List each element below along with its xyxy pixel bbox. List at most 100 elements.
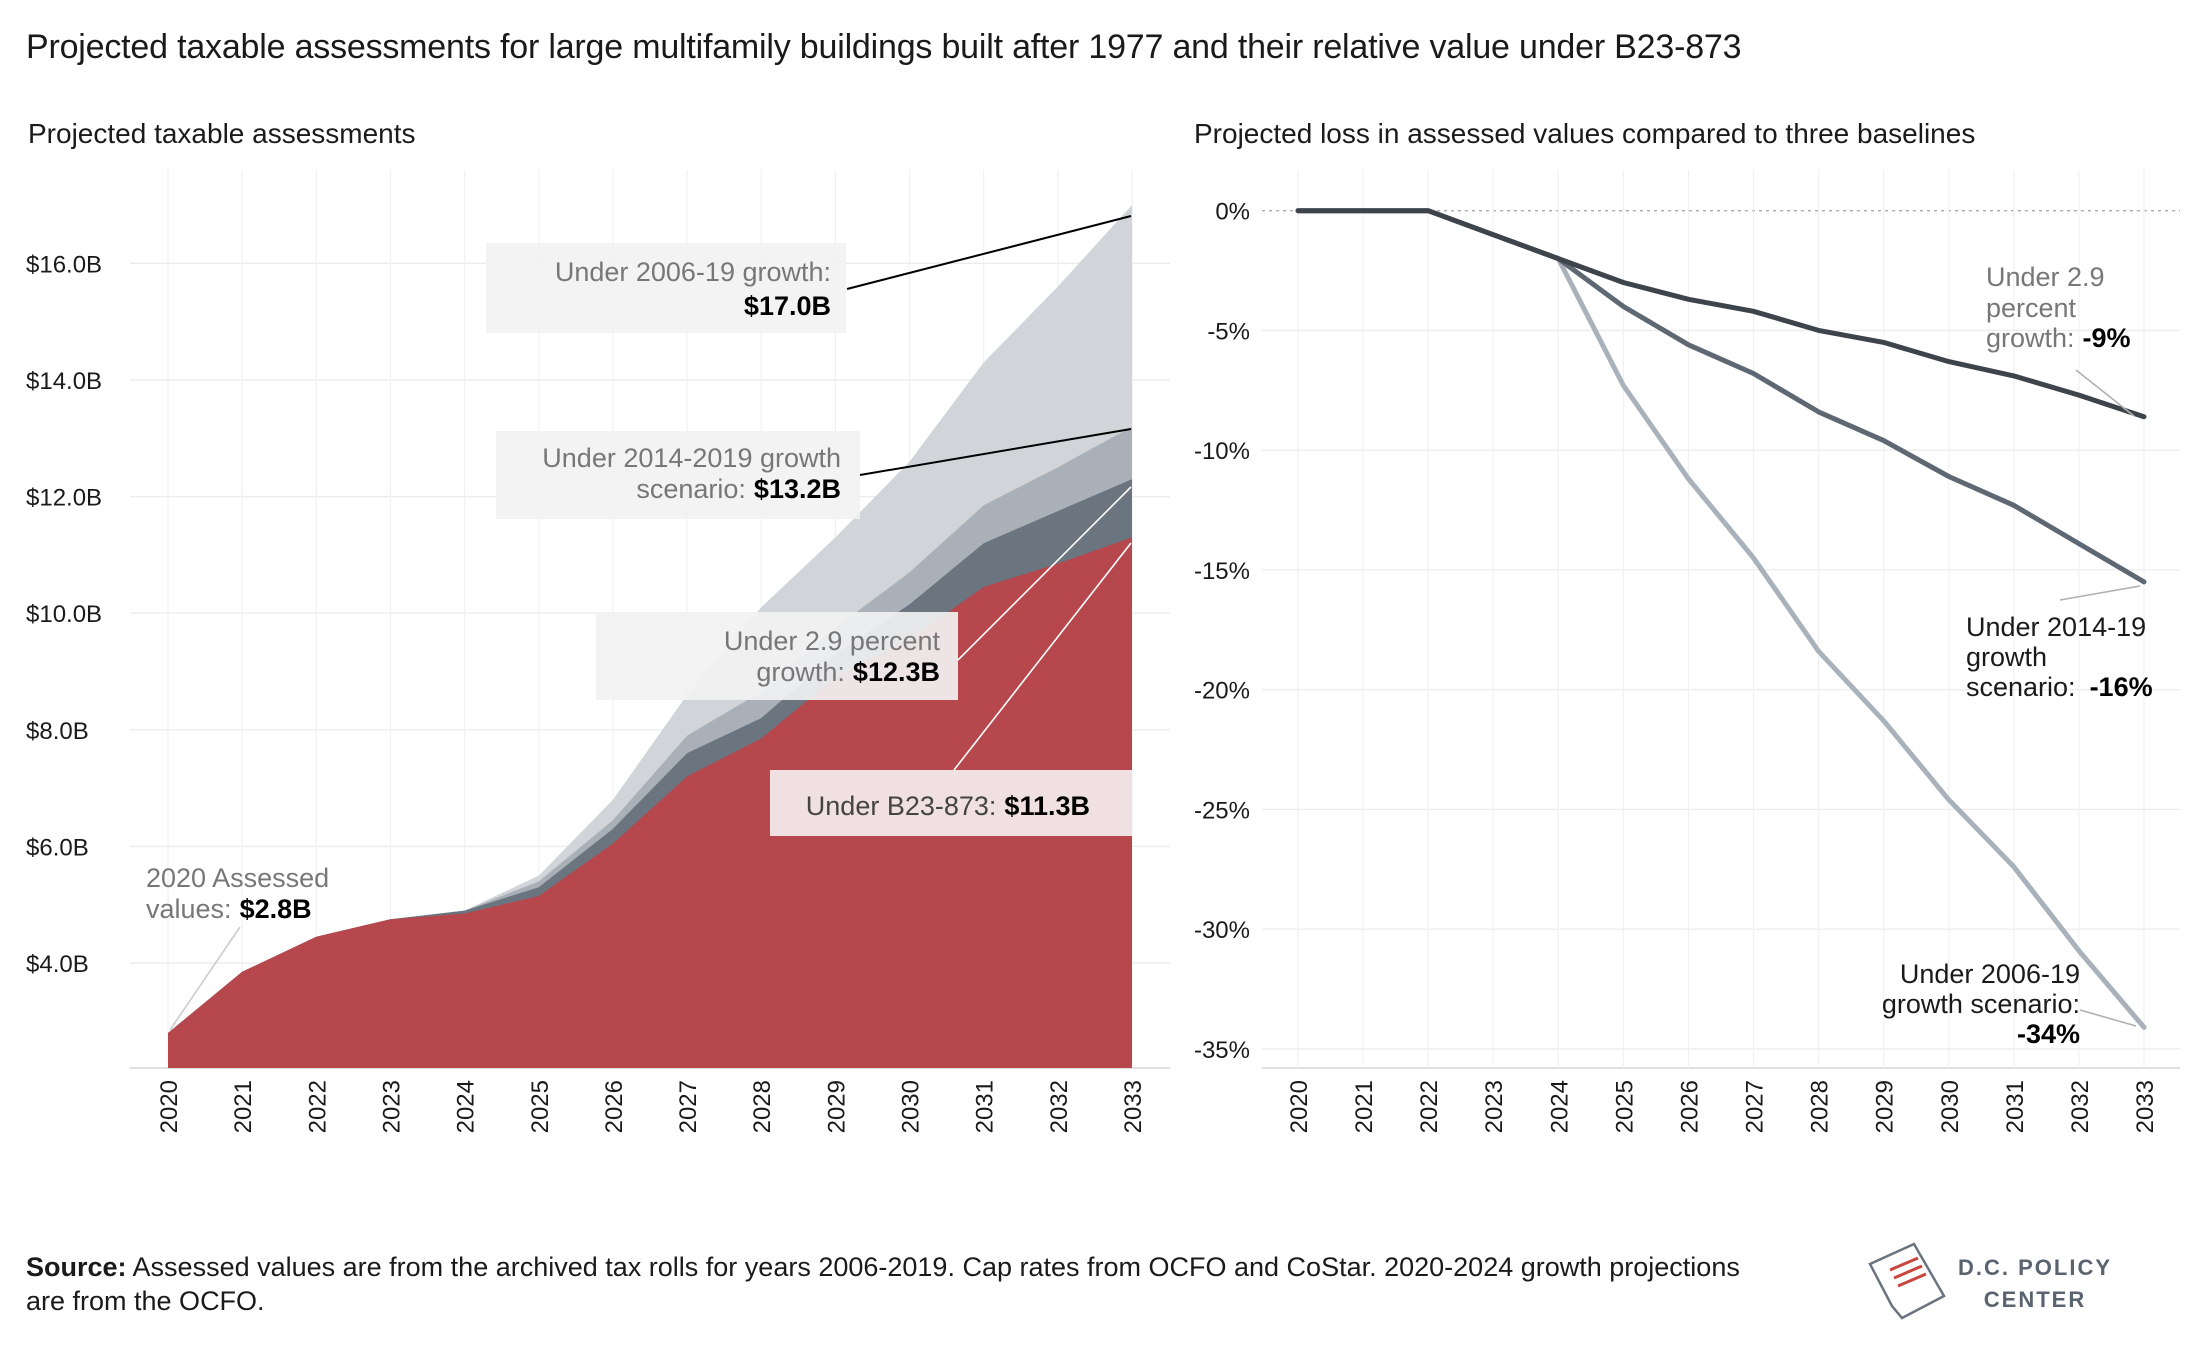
annotation-leader <box>169 926 241 1031</box>
annotation-2014-2019: Under 2014-2019 growth scenario: $13.2B <box>496 428 1132 519</box>
y-tick-label: $6.0B <box>26 834 89 861</box>
annotation-2-9-percent: Under 2.9 percent growth: $12.3B <box>596 486 1132 700</box>
annotation-value: $2.8B <box>240 894 312 924</box>
logo-text: D.C. POLICY CENTER <box>1958 1252 2112 1316</box>
line-under-2-9-percent-growth <box>1295 208 2147 420</box>
source-text: Assessed values are from the archived ta… <box>26 1252 1740 1316</box>
y-tick-label: -5% <box>1207 318 1250 345</box>
x-tick-label: 2023 <box>1481 1080 1508 1133</box>
annotation-right-2-9: Under 2.9 percent growth: -9% <box>1986 262 2135 417</box>
annotation-value: $11.3B <box>1004 791 1090 821</box>
x-tick-label: 2029 <box>823 1080 850 1133</box>
x-tick-label: 2033 <box>2132 1080 2159 1133</box>
right-x-axis: 2020 2021 2022 2023 2024 2025 2026 2027 2028 2029… <box>1286 1080 2159 1133</box>
x-tick-label: 2026 <box>601 1080 628 1133</box>
y-tick-label: $8.0B <box>26 718 89 745</box>
x-tick-label: 2024 <box>1546 1080 1573 1133</box>
annotation-label: Under B23-873: <box>806 791 997 821</box>
annotation-box <box>486 243 846 333</box>
annotation-value: $12.3B <box>853 657 940 687</box>
logo-line2: CENTER <box>1983 1287 2087 1312</box>
annotation-line: Under B23-873: $11.3B <box>806 791 1090 821</box>
x-tick-label: 2031 <box>972 1080 999 1133</box>
source-label: Source: <box>26 1252 127 1282</box>
left-chart-title: Projected taxable assessments <box>28 118 416 149</box>
x-tick-label: 2033 <box>1120 1080 1147 1133</box>
y-tick-label: -20% <box>1194 678 1250 705</box>
x-tick-label: 2021 <box>1351 1080 1378 1133</box>
x-tick-label: 2027 <box>675 1080 702 1133</box>
annotation-2020: 2020 Assessed values: $2.8B <box>146 863 329 1031</box>
y-tick-label: $10.0B <box>26 601 102 628</box>
annotation-line3: growth: -9% <box>1986 323 2131 353</box>
source-footer: Source: Assessed values are from the arc… <box>26 1250 1786 1318</box>
y-tick-label: -10% <box>1194 438 1250 465</box>
annotation-leader <box>957 486 1132 661</box>
x-tick-label: 2021 <box>230 1080 257 1133</box>
annotation-box <box>596 612 958 700</box>
annotation-2006-19: Under 2006-19 growth: $17.0B <box>486 215 1132 333</box>
y-tick-label: $16.0B <box>26 251 102 278</box>
annotation-value: -9% <box>2083 323 2131 353</box>
annotation-label-line2: scenario: <box>636 474 746 504</box>
annotation-leader <box>2059 585 2141 601</box>
annotation-label-line1: Under 2.9 percent <box>724 626 941 656</box>
x-tick-label: 2022 <box>304 1080 331 1133</box>
annotation-value: -34% <box>2017 1019 2080 1049</box>
annotation-label-line3: growth: <box>1986 323 2075 353</box>
annotation-line2: growth: $12.3B <box>756 657 940 687</box>
annotation-value: $17.0B <box>744 291 831 321</box>
dc-shape-icon <box>1868 1242 1946 1320</box>
x-tick-label: 2028 <box>1807 1080 1834 1133</box>
x-tick-label: 2020 <box>1286 1080 1313 1133</box>
annotation-b23-873: Under B23-873: $11.3B <box>770 542 1132 836</box>
x-tick-label: 2032 <box>2067 1080 2094 1133</box>
y-tick-label: -15% <box>1194 558 1250 585</box>
annotation-label-line2: growth: <box>756 657 845 687</box>
x-tick-label: 2025 <box>527 1080 554 1133</box>
y-tick-label: $14.0B <box>26 368 102 395</box>
x-tick-label: 2023 <box>378 1080 405 1133</box>
annotation-label-line1: Under 2014-19 <box>1966 612 2146 642</box>
x-tick-label: 2031 <box>2002 1080 2029 1133</box>
x-tick-label: 2020 <box>156 1080 183 1133</box>
right-chart-title: Projected loss in assessed values compar… <box>1194 118 1976 149</box>
annotation-label-line2: values: <box>146 894 232 924</box>
annotation-label-line2: growth <box>1966 642 2047 672</box>
x-tick-label: 2029 <box>1872 1080 1899 1133</box>
annotation-right-2014-19: Under 2014-19 growth scenario: -16% <box>1966 585 2153 702</box>
annotation-label-line1: Under 2014-2019 growth <box>542 443 841 473</box>
x-tick-label: 2027 <box>1742 1080 1769 1133</box>
y-tick-label: $12.0B <box>26 485 102 512</box>
annotation-label-line2: growth scenario: <box>1882 989 2080 1019</box>
x-tick-label: 2026 <box>1676 1080 1703 1133</box>
annotation-value: -16% <box>2090 672 2153 702</box>
x-tick-label: 2024 <box>453 1080 480 1133</box>
annotation-leader <box>2075 369 2135 417</box>
x-tick-label: 2030 <box>1937 1080 1964 1133</box>
y-tick-label: $4.0B <box>26 951 89 978</box>
annotation-label-line3: scenario: <box>1966 672 2076 702</box>
right-y-axis: 0% -5% -10% -15% -20% -25% -30% -35% <box>1194 199 1250 1064</box>
annotation-leader <box>953 542 1132 771</box>
annotation-label: Under 2006-19 growth: <box>555 257 831 287</box>
x-tick-label: 2028 <box>749 1080 776 1133</box>
left-y-axis: $4.0B $6.0B $8.0B $10.0B $12.0B $14.0B $16.0B <box>26 251 102 978</box>
annotation-line2: scenario: $13.2B <box>636 474 841 504</box>
y-tick-label: -30% <box>1194 917 1250 944</box>
x-tick-label: 2022 <box>1416 1080 1443 1133</box>
left-x-axis: 2020 2021 2022 2023 2024 2025 2026 2027 2028 2029… <box>156 1080 1147 1133</box>
annotation-value: $13.2B <box>754 474 841 504</box>
annotation-leader <box>846 215 1132 290</box>
annotation-box <box>770 770 1132 836</box>
x-tick-label: 2030 <box>898 1080 925 1133</box>
x-tick-label: 2025 <box>1611 1080 1638 1133</box>
annotation-leader <box>859 428 1132 476</box>
annotation-line3: scenario: -16% <box>1966 672 2153 702</box>
right-gridlines <box>1262 170 2180 1069</box>
annotation-box <box>496 431 860 519</box>
annotation-label-line1: 2020 Assessed <box>146 863 329 893</box>
annotation-label-line2: percent <box>1986 293 2077 323</box>
y-tick-label: -25% <box>1194 797 1250 824</box>
